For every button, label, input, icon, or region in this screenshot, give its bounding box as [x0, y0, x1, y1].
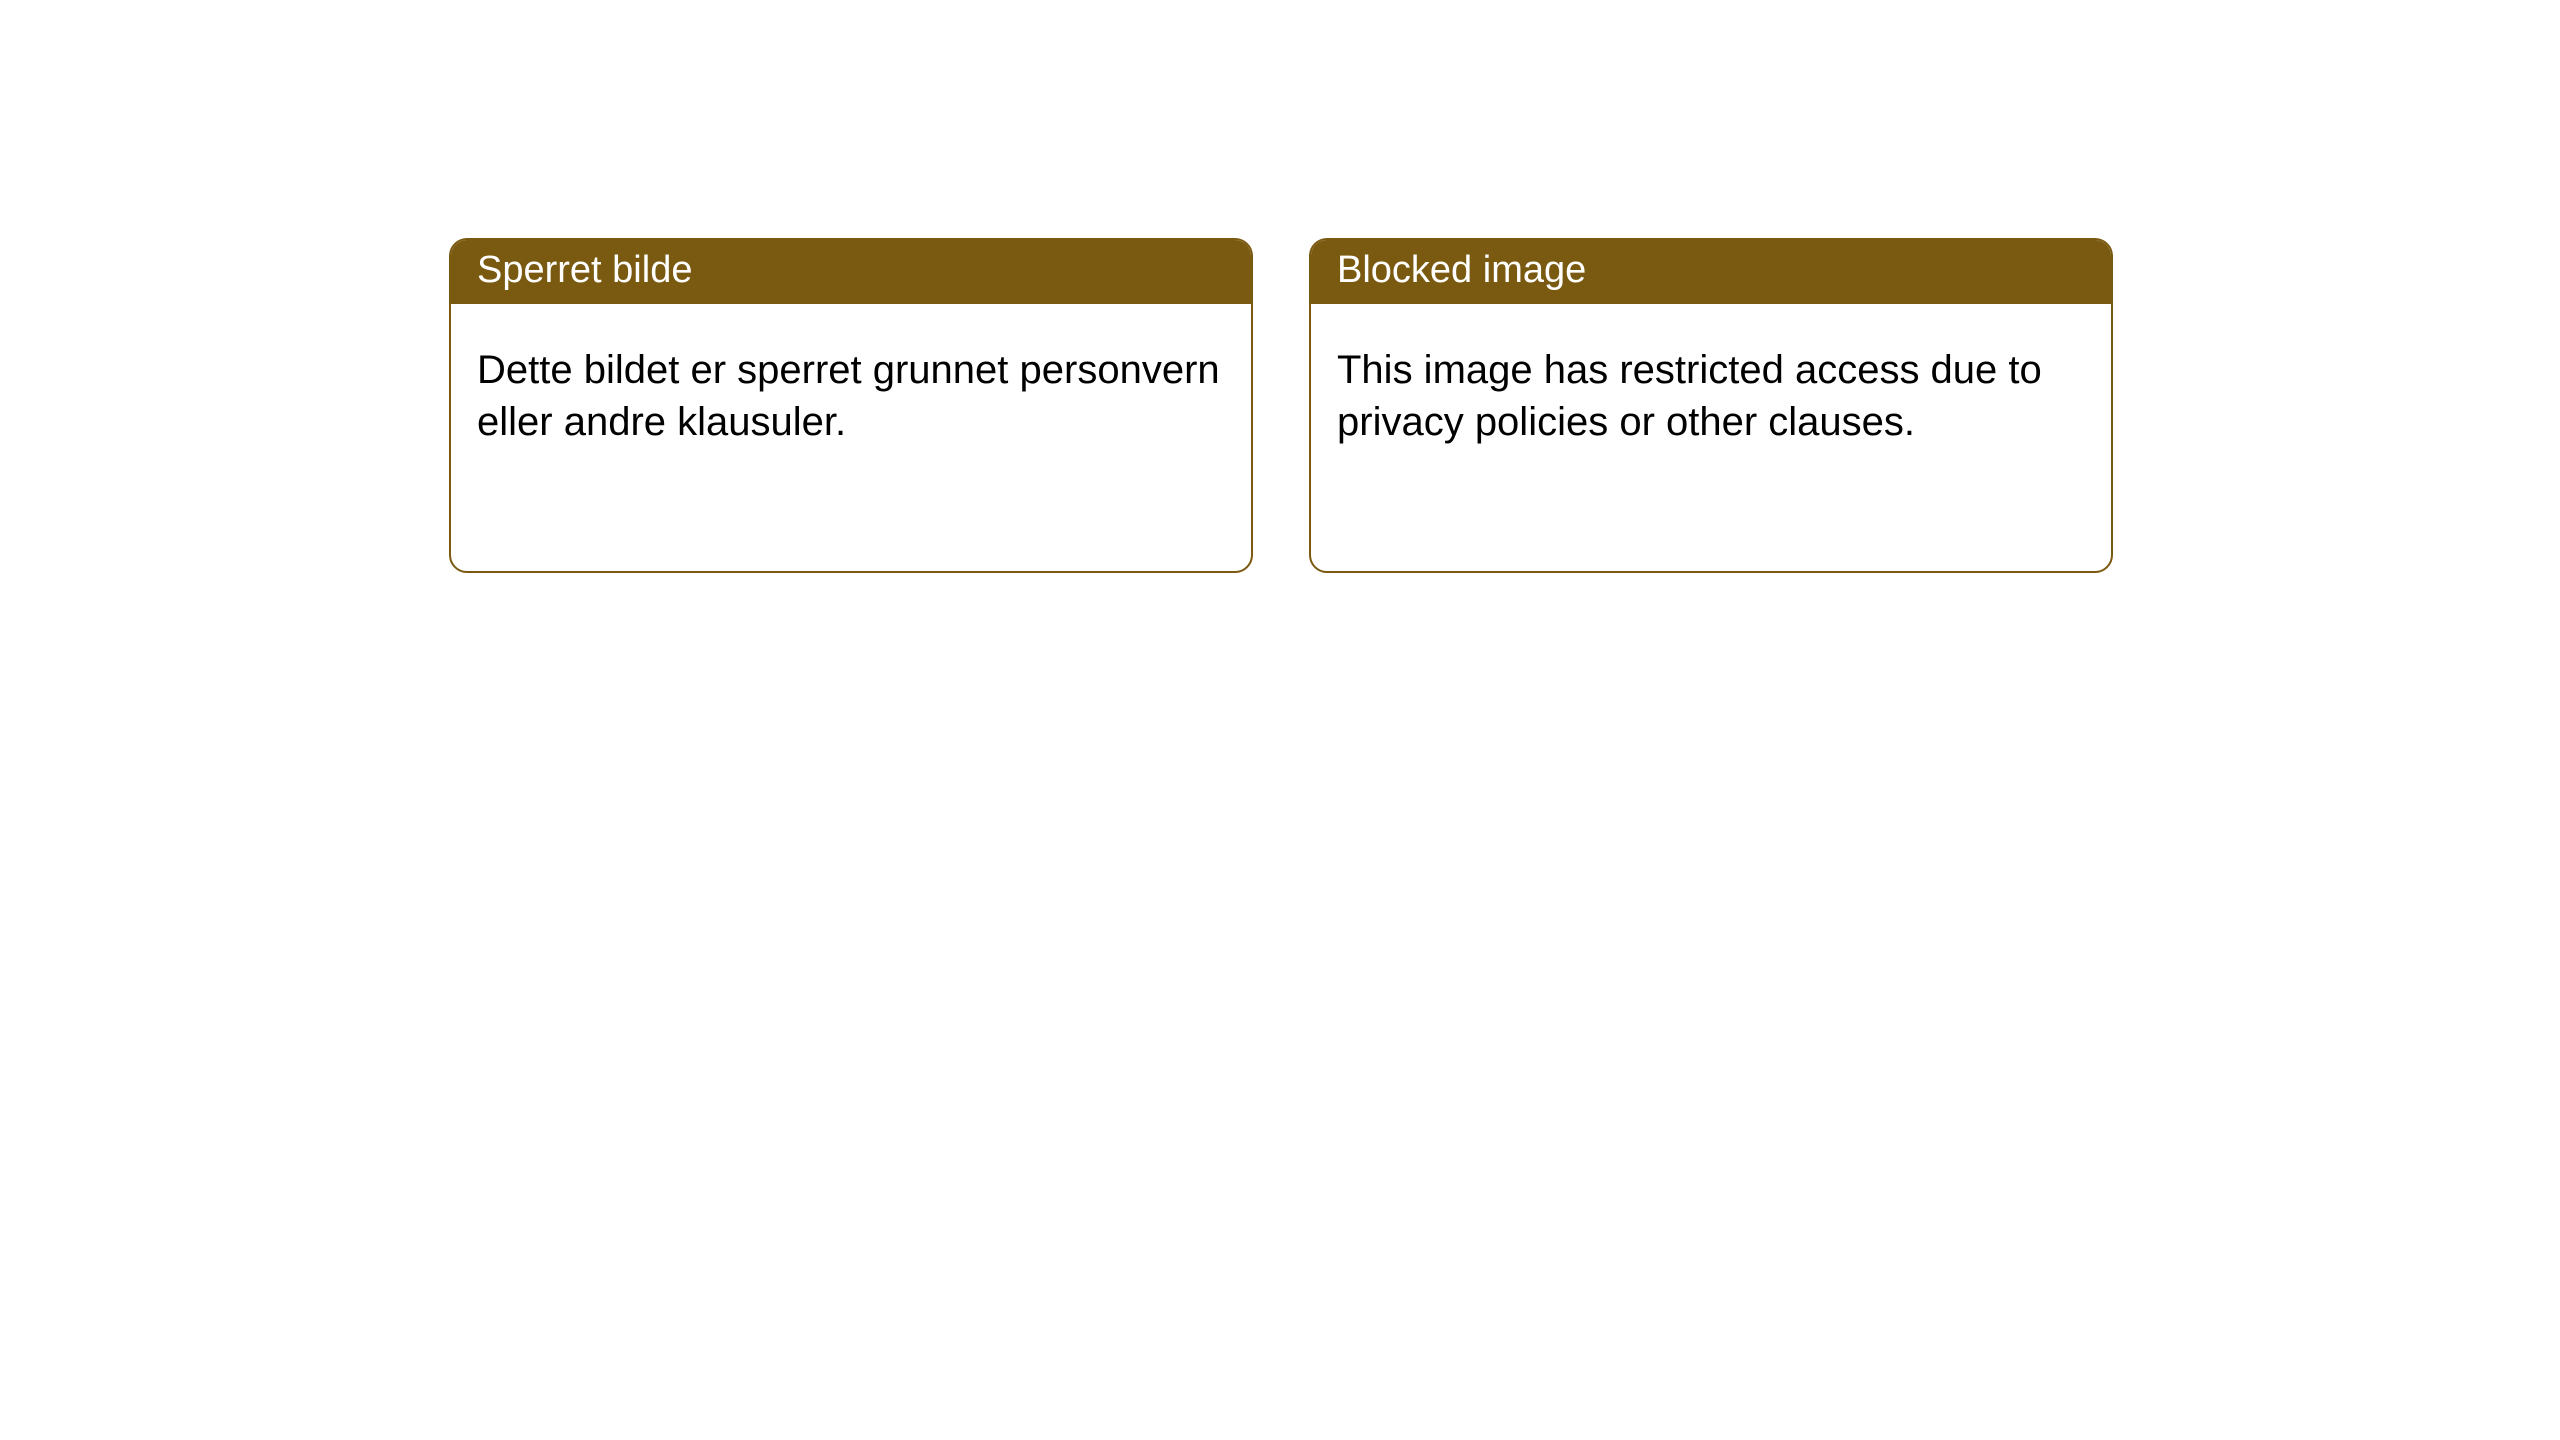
notice-card-body-en: This image has restricted access due to … — [1311, 304, 2111, 474]
notice-card-title-no: Sperret bilde — [451, 240, 1251, 304]
notice-card-no: Sperret bilde Dette bildet er sperret gr… — [449, 238, 1253, 573]
notice-card-body-no: Dette bildet er sperret grunnet personve… — [451, 304, 1251, 474]
notice-container: Sperret bilde Dette bildet er sperret gr… — [0, 0, 2560, 573]
notice-card-en: Blocked image This image has restricted … — [1309, 238, 2113, 573]
notice-card-title-en: Blocked image — [1311, 240, 2111, 304]
